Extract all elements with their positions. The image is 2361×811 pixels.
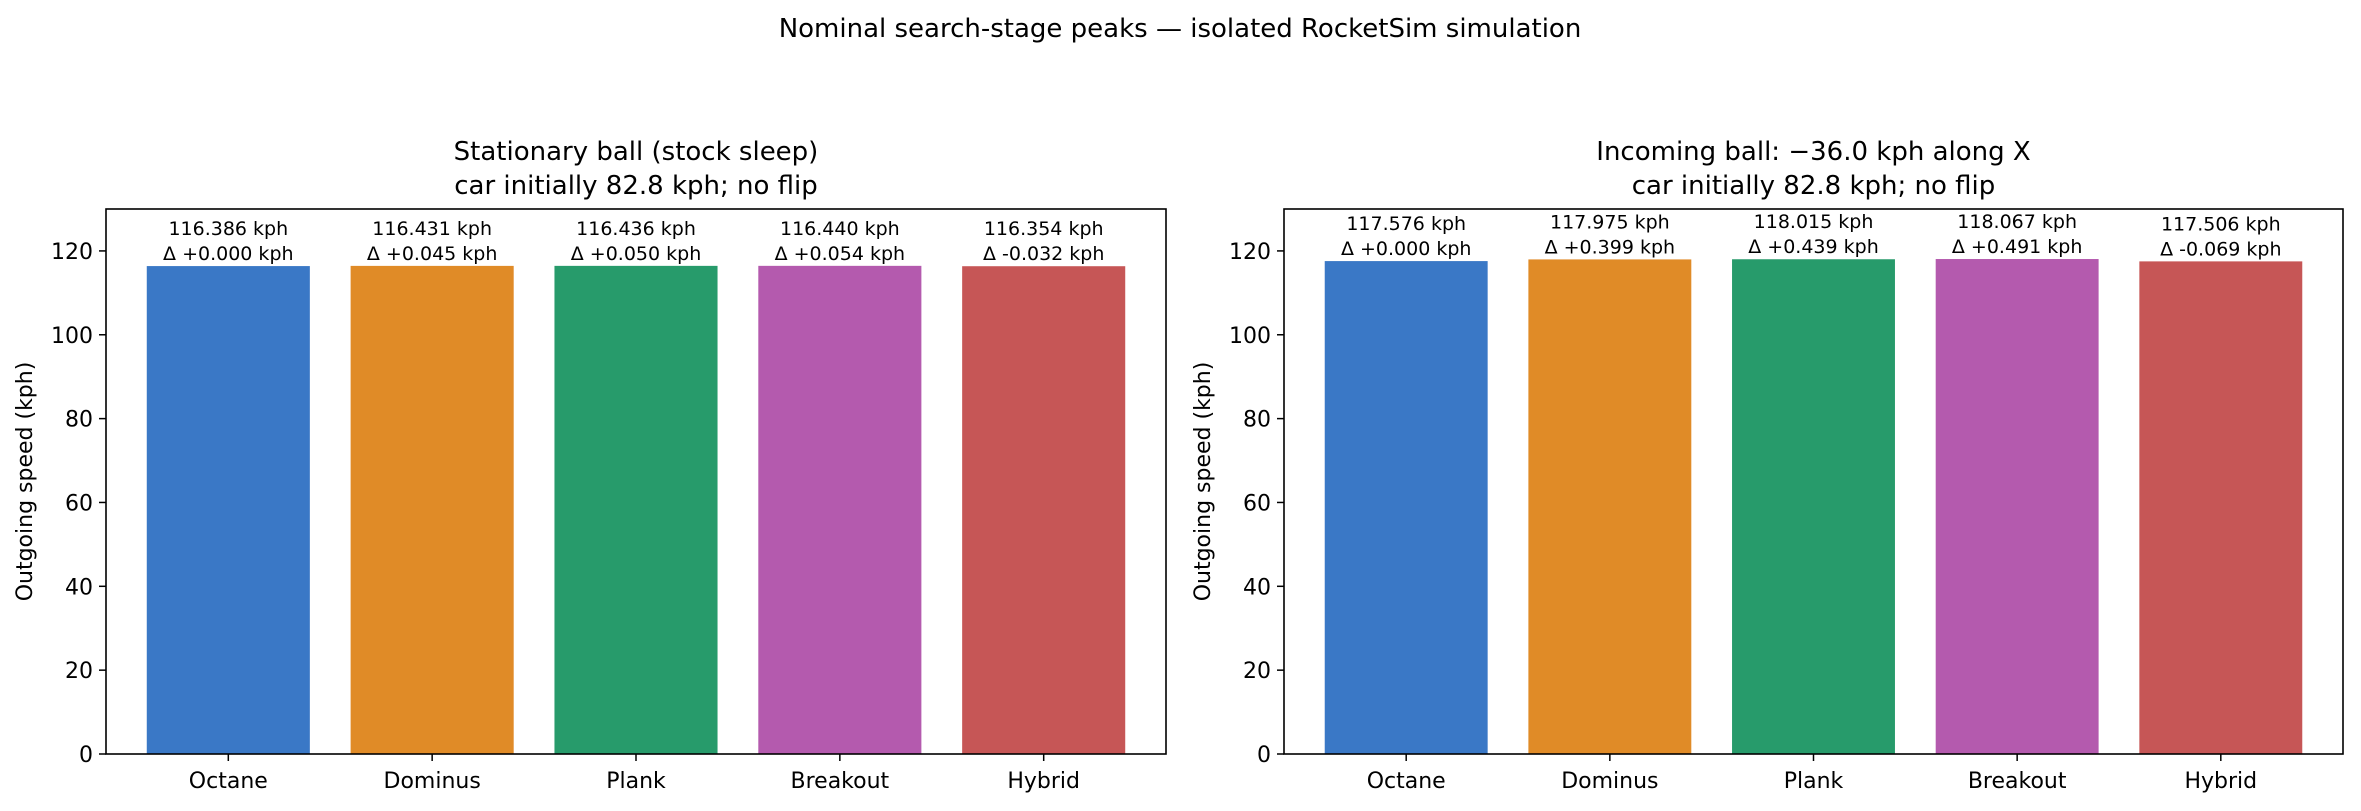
plot-frame xyxy=(105,208,1167,755)
bar-plank xyxy=(554,265,718,754)
y-tick-label: 0 xyxy=(1257,743,1271,768)
y-tick-label: 80 xyxy=(1243,408,1271,433)
bar-delta-label: Δ +0.491 kph xyxy=(1952,236,2083,258)
bar-breakout xyxy=(1935,259,2099,754)
bar-value-label: 116.354 kph xyxy=(984,218,1104,240)
bar-value-label: 118.015 kph xyxy=(1754,211,1874,233)
bar-dominus xyxy=(1528,259,1692,754)
y-axis-label: Outgoing speed (kph) xyxy=(13,362,38,602)
bar-delta-label: Δ -0.069 kph xyxy=(2160,238,2281,260)
chart-panel-stationary: Stationary ball (stock sleep) car initial… xyxy=(13,137,1167,794)
x-tick-label: Octane xyxy=(1367,769,1446,794)
y-tick-label: 100 xyxy=(51,324,93,349)
y-tick-label: 60 xyxy=(1243,491,1271,516)
bar-delta-label: Δ +0.000 kph xyxy=(1341,238,1472,260)
chart-panel-incoming: Incoming ball: −36.0 kph along X car init… xyxy=(1191,137,2344,794)
panel-title-line: Stationary ball (stock sleep) xyxy=(454,137,819,167)
bar-delta-label: Δ +0.050 kph xyxy=(571,243,702,265)
bar-delta-label: Δ +0.439 kph xyxy=(1748,236,1879,258)
y-tick-label: 120 xyxy=(1229,240,1271,265)
x-tick-label: Breakout xyxy=(1968,769,2067,794)
y-tick-label: 0 xyxy=(79,743,93,768)
bar-dominus xyxy=(350,265,514,754)
x-tick-label: Hybrid xyxy=(1007,769,1080,794)
bar-octane xyxy=(1324,261,1488,754)
bar-value-label: 116.440 kph xyxy=(780,218,900,240)
bar-plank xyxy=(1732,259,1895,754)
x-tick-label: Hybrid xyxy=(2184,769,2257,794)
panel-title-line: Incoming ball: −36.0 kph along X xyxy=(1596,137,2030,167)
figure-title: Nominal search-stage peaks — isolated Ro… xyxy=(779,14,1582,44)
bar-delta-label: Δ +0.399 kph xyxy=(1545,236,1676,258)
y-tick-label: 100 xyxy=(1229,324,1271,349)
bar-value-label: 117.506 kph xyxy=(2161,213,2281,235)
y-tick-label: 120 xyxy=(51,240,93,265)
bar-breakout xyxy=(758,265,922,754)
x-tick-label: Plank xyxy=(1784,769,1844,794)
bar-delta-label: Δ -0.032 kph xyxy=(983,243,1104,265)
bar-hybrid xyxy=(962,266,1126,754)
y-tick-label: 20 xyxy=(1243,659,1271,684)
bar-delta-label: Δ +0.045 kph xyxy=(367,243,498,265)
bar-hybrid xyxy=(2139,261,2303,754)
bar-value-label: 117.975 kph xyxy=(1550,211,1670,233)
bar-octane xyxy=(146,266,310,754)
x-tick-label: Breakout xyxy=(791,769,890,794)
bar-value-label: 116.431 kph xyxy=(372,218,492,240)
x-tick-label: Octane xyxy=(189,769,268,794)
bar-value-label: 118.067 kph xyxy=(1957,211,2077,233)
y-tick-label: 60 xyxy=(65,491,93,516)
panel-title-line: car initially 82.8 kph; no flip xyxy=(1632,171,1996,201)
bar-value-label: 117.576 kph xyxy=(1346,213,1466,235)
plot-frame xyxy=(1283,208,2344,755)
bar-value-label: 116.386 kph xyxy=(168,218,288,240)
y-tick-label: 40 xyxy=(1243,575,1271,600)
bar-delta-label: Δ +0.000 kph xyxy=(163,243,294,265)
y-tick-label: 20 xyxy=(65,659,93,684)
x-tick-label: Plank xyxy=(606,769,666,794)
x-tick-label: Dominus xyxy=(384,769,481,794)
bar-delta-label: Δ +0.054 kph xyxy=(775,243,906,265)
y-tick-label: 80 xyxy=(65,408,93,433)
y-axis-label: Outgoing speed (kph) xyxy=(1191,362,1216,602)
y-tick-label: 40 xyxy=(65,575,93,600)
bar-value-label: 116.436 kph xyxy=(576,218,696,240)
panel-title-line: car initially 82.8 kph; no flip xyxy=(454,171,818,201)
x-tick-label: Dominus xyxy=(1561,769,1658,794)
